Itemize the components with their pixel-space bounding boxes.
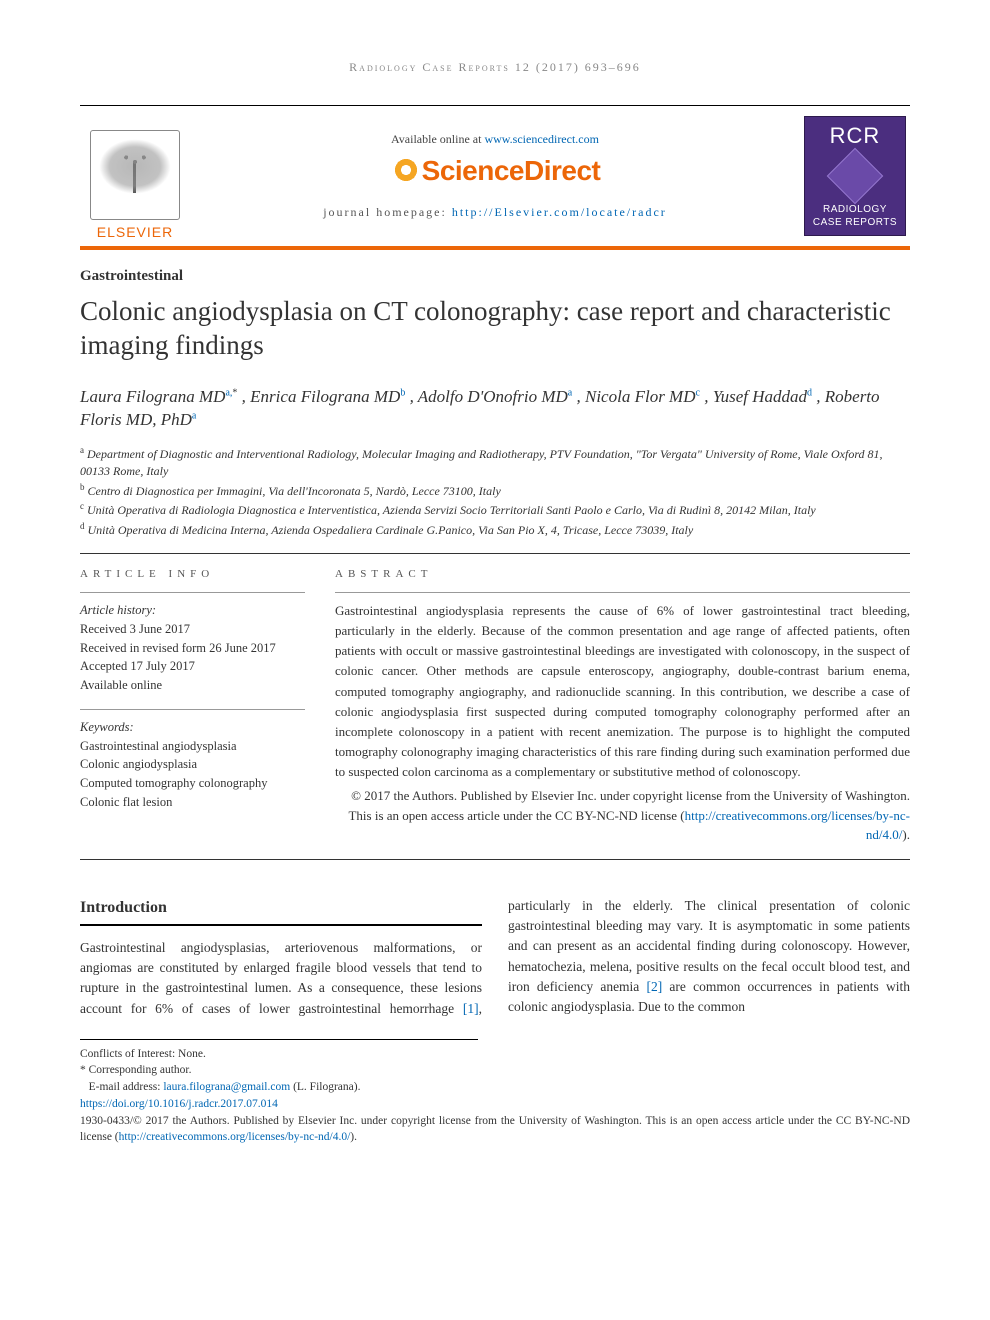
accepted-date: Accepted 17 July 2017 [80, 659, 195, 673]
received-date: Received 3 June 2017 [80, 622, 190, 636]
abstract-head: ABSTRACT [335, 568, 910, 580]
body-text: Introduction Gastrointestinal angiodyspl… [80, 896, 910, 1019]
keyword: Gastrointestinal angiodysplasia [80, 739, 237, 753]
corresponding-star: * [232, 387, 237, 398]
ref-link[interactable]: [2] [646, 979, 662, 994]
sciencedirect-link[interactable]: www.sciencedirect.com [484, 132, 599, 146]
keyword: Colonic flat lesion [80, 795, 172, 809]
revised-date: Received in revised form 26 June 2017 [80, 641, 276, 655]
sd-logo-text: ScienceDirect [422, 155, 601, 186]
author-list: Laura Filograna MDa,* , Enrica Filograna… [80, 385, 910, 433]
author: , Nicola Flor MD [577, 387, 696, 406]
copyright-end: ). [902, 827, 910, 842]
history-label: Article history: [80, 603, 156, 617]
sciencedirect-logo: ScienceDirect [390, 155, 601, 187]
introduction-heading: Introduction [80, 896, 482, 920]
author-aff: a [568, 387, 572, 398]
homepage-label: journal homepage: [323, 205, 452, 219]
affiliations: a Department of Diagnostic and Intervent… [80, 444, 910, 539]
author-aff: c [696, 387, 700, 398]
elsevier-logo: ELSEVIER [80, 106, 190, 246]
divider [335, 592, 910, 593]
author: , Adolfo D'Onofrio MD [410, 387, 568, 406]
running-head: Radiology Case Reports 12 (2017) 693–696 [80, 60, 910, 75]
keywords-block: Keywords: Gastrointestinal angiodysplasi… [80, 718, 305, 812]
author-aff: d [807, 387, 812, 398]
cube-icon [827, 148, 884, 205]
author: , Yusef Haddad [704, 387, 807, 406]
keyword: Computed tomography colonography [80, 776, 267, 790]
elsevier-wordmark: ELSEVIER [97, 224, 173, 240]
abstract-text: Gastrointestinal angiodysplasia represen… [335, 601, 910, 782]
conflicts-statement: Conflicts of Interest: None. [80, 1046, 478, 1063]
article-history: Article history: Received 3 June 2017 Re… [80, 601, 305, 695]
affiliation: b Centro di Diagnostica per Immagini, Vi… [80, 481, 910, 500]
ref-link[interactable]: [1] [463, 1001, 479, 1016]
cc-license-link[interactable]: http://creativecommons.org/licenses/by-n… [685, 808, 910, 843]
gear-icon [392, 156, 420, 184]
keyword: Colonic angiodysplasia [80, 757, 197, 771]
journal-homepage: journal homepage: http://Elsevier.com/lo… [323, 205, 667, 220]
corresponding-author: * Corresponding author. [80, 1062, 478, 1079]
divider [80, 709, 305, 710]
affiliation: c Unità Operativa di Radiologia Diagnost… [80, 500, 910, 519]
article-info-column: ARTICLE INFO Article history: Received 3… [80, 568, 305, 812]
divider [80, 553, 910, 554]
email-line: E-mail address: laura.filograna@gmail.co… [80, 1079, 478, 1096]
homepage-link[interactable]: http://Elsevier.com/locate/radcr [452, 205, 667, 219]
article-title: Colonic angiodysplasia on CT colonograph… [80, 295, 910, 363]
available-prefix: Available online at [391, 132, 484, 146]
abstract-copyright: © 2017 the Authors. Published by Elsevie… [335, 786, 910, 845]
divider [80, 859, 910, 860]
journal-header: ELSEVIER Available online at www.science… [80, 105, 910, 250]
author: Laura Filograna MD [80, 387, 225, 406]
article-info-head: ARTICLE INFO [80, 568, 305, 580]
cc-license-link[interactable]: http://creativecommons.org/licenses/by-n… [119, 1131, 351, 1143]
journal-cover: RCR RADIOLOGY CASE REPORTS [800, 106, 910, 246]
author-aff: a [192, 411, 196, 422]
section-rule [80, 924, 482, 926]
article-section: Gastrointestinal [80, 268, 910, 285]
available-online: Available online [80, 678, 162, 692]
doi-link[interactable]: https://doi.org/10.1016/j.radcr.2017.07.… [80, 1098, 278, 1110]
rcr-label: RADIOLOGY CASE REPORTS [809, 203, 901, 229]
rcr-acronym: RCR [830, 123, 881, 149]
abstract-column: ABSTRACT Gastrointestinal angiodysplasia… [335, 568, 910, 845]
divider [80, 592, 305, 593]
email-link[interactable]: laura.filograna@gmail.com [163, 1081, 290, 1093]
author-aff: b [400, 387, 405, 398]
footer-copyright: 1930-0433/© 2017 the Authors. Published … [80, 1113, 910, 1146]
footnotes: Conflicts of Interest: None. * Correspon… [80, 1039, 478, 1113]
affiliation: a Department of Diagnostic and Intervent… [80, 444, 910, 481]
keywords-label: Keywords: [80, 720, 134, 734]
available-online: Available online at www.sciencedirect.co… [391, 132, 599, 147]
elsevier-tree-icon [90, 130, 180, 220]
author: , Enrica Filograna MD [242, 387, 401, 406]
affiliation: d Unità Operativa di Medicina Interna, A… [80, 520, 910, 539]
